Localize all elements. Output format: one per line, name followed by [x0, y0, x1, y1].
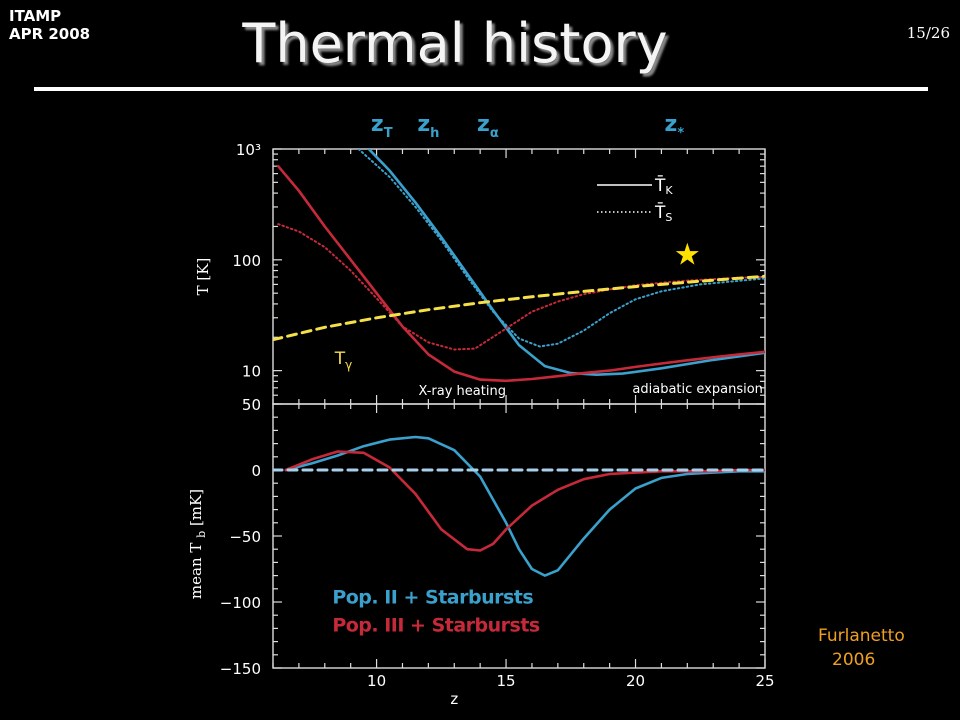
y-tick-label: −50	[229, 528, 261, 546]
top-series-pop3-solid	[276, 164, 765, 383]
y-tick-label: 10	[242, 363, 261, 381]
redshift-marker: zT	[371, 112, 393, 141]
annotation-adiabatic-expansion: adiabatic expansion	[632, 382, 763, 397]
x-tick-label: 25	[755, 672, 774, 690]
redshift-marker: z*	[665, 112, 685, 141]
x-tick-label: 15	[497, 672, 516, 690]
legend-label-sub: K	[665, 184, 673, 197]
top-series-t_gamma-dashed	[273, 274, 765, 342]
y-label-sub: b	[195, 531, 208, 538]
redshift-marker-z: z	[417, 112, 430, 137]
thermal-history-chart: 10 15 20 25 z 10 100 10³ T [K] 50 0 −50 −100 −150 mean…	[177, 97, 792, 712]
slide-title: Thermal history	[242, 12, 668, 75]
y-label-unit: [mK]	[187, 489, 205, 531]
y-tick-label: 50	[242, 396, 261, 414]
bottom-series-pop2-solid	[284, 435, 765, 577]
redshift-marker-sub: α	[490, 126, 499, 141]
x-axis-label: z	[450, 690, 458, 708]
top-y-axis-label: T [K]	[194, 258, 212, 296]
redshift-marker: zα	[477, 112, 499, 141]
top-series-pop3-dotted	[277, 223, 765, 351]
figure-credit: Furlanetto 2006	[818, 624, 905, 672]
annotation-xray-heating: X-ray heating	[418, 384, 506, 399]
y-tick-label: 0	[251, 462, 261, 480]
legend-label: T̄S	[654, 201, 672, 224]
redshift-marker-z: z	[371, 112, 384, 137]
star-marker: ★	[674, 238, 701, 273]
y-tick-label: 10³	[236, 141, 261, 159]
credit-author: Furlanetto	[818, 626, 905, 646]
y-tick-label: 100	[232, 252, 261, 270]
title-underline	[34, 87, 928, 91]
x-tick-label: 10	[367, 672, 386, 690]
y-tick-label: −100	[220, 594, 261, 612]
t-gamma-label-main: T	[334, 349, 346, 369]
top-series-pop2-solid	[367, 149, 765, 377]
event-name: ITAMP	[9, 7, 62, 25]
event-date: APR 2008	[9, 25, 91, 43]
top-series-pop2-dotted	[357, 149, 765, 348]
event-label: ITAMP APR 2008	[9, 7, 90, 43]
redshift-marker-z: z	[477, 112, 490, 137]
redshift-marker-sub: T	[384, 126, 393, 141]
legend-label-main: T̄	[654, 201, 666, 223]
t-gamma-label: Tγ	[334, 349, 353, 372]
redshift-marker-sub: h	[430, 126, 439, 141]
page-number: 15/26	[906, 24, 950, 42]
legend-label-sub: S	[665, 211, 672, 224]
legend-pop2: Pop. II + Starbursts	[332, 586, 533, 608]
redshift-marker-sub: *	[677, 126, 684, 141]
thermal-history-figure: 10 15 20 25 z 10 100 10³ T [K] 50 0 −50 −100 −150 mean…	[177, 97, 792, 712]
bottom-y-axis-label: mean T b [mK]	[187, 489, 208, 599]
redshift-marker-z: z	[665, 112, 678, 137]
credit-year: 2006	[832, 650, 876, 670]
legend-pop3: Pop. III + Starbursts	[332, 614, 540, 636]
t-gamma-label-sub: γ	[345, 358, 352, 372]
y-tick-label: −150	[220, 660, 261, 678]
legend-label-main: T̄	[654, 174, 666, 196]
x-tick-label: 20	[626, 672, 645, 690]
redshift-marker: zh	[417, 112, 439, 141]
y-label-mean: mean T	[187, 538, 205, 599]
legend-label: T̄K	[654, 174, 673, 197]
